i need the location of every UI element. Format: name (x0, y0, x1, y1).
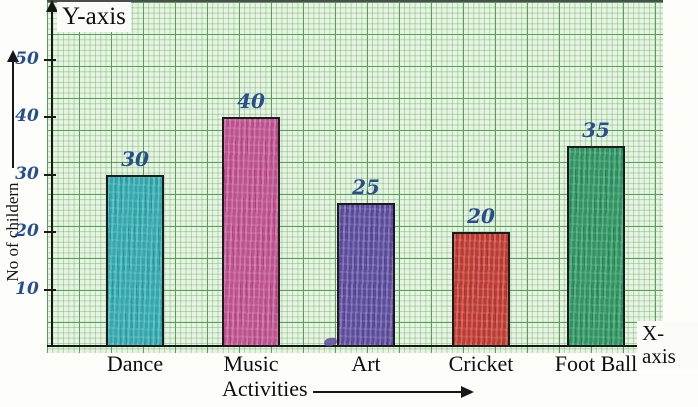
y-tick-label-10: 10 (15, 278, 39, 299)
bar-value-label-art: 25 (352, 175, 380, 200)
y-tick-label-20: 20 (15, 221, 39, 241)
y-tick-label-40: 40 (15, 106, 39, 126)
bar-value-label-cricket: 20 (467, 204, 495, 228)
y-tick-mark-10 (44, 288, 56, 291)
bar-value-label-music: 40 (237, 89, 265, 113)
category-label-art: Art (351, 351, 381, 376)
bar-value-label-foot-ball: 35 (582, 117, 610, 142)
category-label-foot-ball: Foot Ball (554, 351, 638, 376)
y-tick-mark-30 (44, 173, 56, 176)
category-label-cricket: Cricket (448, 351, 514, 376)
y-axis-title: Y-axis (57, 2, 131, 32)
xlabel-arrowhead-icon (461, 386, 474, 398)
bar-art (337, 203, 395, 347)
y-tick-label-50: 50 (15, 48, 39, 69)
y-tick-mark-40 (44, 116, 56, 118)
y-tick-mark-20 (44, 231, 56, 233)
bar-music (222, 117, 280, 347)
y-tick-label-30: 30 (15, 163, 39, 184)
bar-value-label-dance: 30 (121, 146, 149, 171)
category-label-dance: Dance (106, 351, 164, 376)
xlabel: Activities (222, 376, 308, 401)
y-axis-arrowhead-icon (46, 0, 58, 12)
y-axis-line (51, 8, 53, 347)
x-axis-title: X-axis (637, 321, 698, 370)
category-label-music: Music (223, 351, 279, 376)
bar-dance (106, 174, 164, 347)
y-tick-mark-50 (44, 58, 56, 61)
xlabel-arrow-line (313, 391, 463, 393)
ylabel-arrow-line (12, 60, 14, 168)
bar-foot-ball (567, 145, 625, 347)
ylabel-arrowhead-icon (7, 50, 19, 62)
bar-cricket (452, 232, 510, 347)
